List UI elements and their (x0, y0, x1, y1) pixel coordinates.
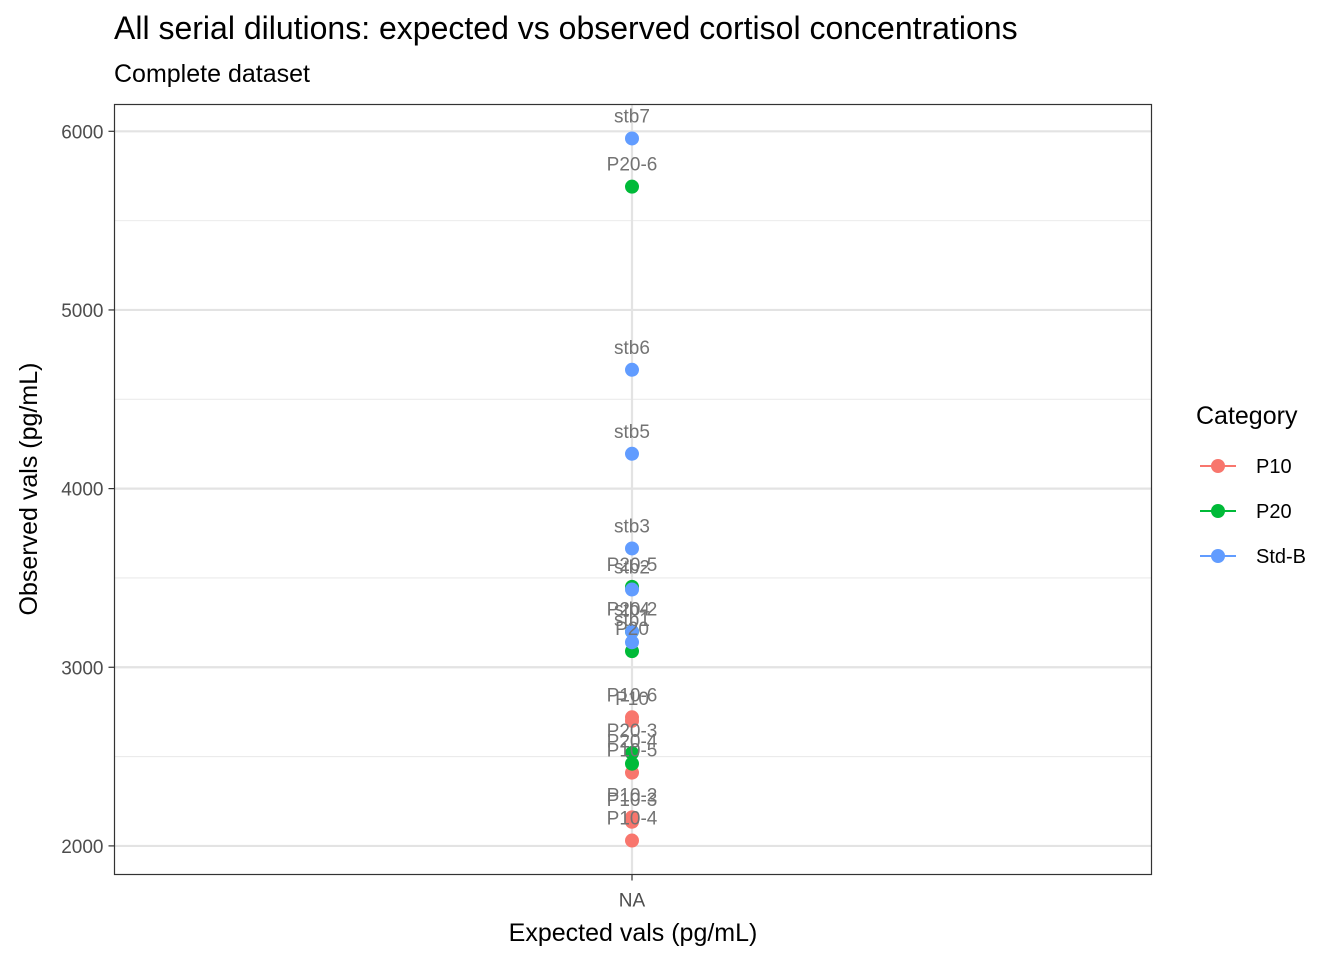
x-tick-label: NA (619, 891, 646, 912)
data-point (625, 582, 639, 597)
data-label: P20-4 (607, 732, 658, 753)
data-label: P10-2 (607, 785, 658, 806)
data-point (625, 746, 639, 761)
y-tick-label: 4000 (61, 480, 103, 501)
data-point (625, 362, 639, 377)
data-label: P10-5 (607, 741, 658, 762)
y-tick-label: 3000 (61, 658, 103, 679)
legend: Category P10 P20 Std-B (1196, 402, 1306, 568)
data-label: stb2 (614, 558, 650, 579)
data-label: P20 (615, 619, 649, 640)
legend-title: Category (1196, 402, 1298, 430)
point-layer (625, 131, 639, 848)
panel-border (113, 103, 1153, 876)
y-tick-label: 6000 (61, 122, 103, 143)
data-label: stb3 (614, 516, 650, 537)
data-point (625, 713, 639, 728)
data-label: P10-6 (607, 685, 658, 706)
data-label: P10-4 (607, 809, 658, 830)
legend-key-point (1211, 504, 1225, 518)
data-label: P20-2 (607, 600, 658, 621)
y-tick-label: 5000 (61, 301, 103, 322)
data-label: P20-6 (607, 155, 658, 176)
data-label: P20-5 (607, 555, 658, 576)
legend-key-point (1211, 549, 1225, 563)
data-point (625, 541, 639, 556)
data-label: stb6 (614, 338, 650, 359)
data-point (625, 179, 639, 194)
legend-key-point (1211, 459, 1225, 473)
legend-label: Std-B (1256, 546, 1306, 568)
data-label: stb4 (614, 600, 650, 621)
legend-entries: P10 P20 Std-B (1200, 456, 1306, 568)
y-axis-label: Observed vals (pg/mL) (15, 363, 43, 616)
legend-label: P10 (1256, 456, 1292, 478)
legend-label: P20 (1256, 501, 1292, 523)
y-tick-label: 2000 (61, 837, 103, 858)
axis-layer: 2000 3000 4000 5000 6000 NA (61, 122, 645, 911)
data-label: P20-3 (607, 721, 658, 742)
data-point (625, 446, 639, 461)
data-label: P10 (615, 689, 649, 710)
x-axis-label: Expected vals (pg/mL) (509, 919, 758, 947)
data-point (625, 624, 639, 639)
data-point (625, 814, 639, 829)
data-label: stb7 (614, 106, 650, 127)
chart-title: All serial dilutions: expected vs observ… (114, 10, 1018, 46)
data-point (625, 635, 639, 650)
data-label: P10-3 (607, 790, 658, 811)
chart-subtitle: Complete dataset (114, 60, 310, 88)
data-point (625, 756, 639, 771)
data-point (625, 833, 639, 848)
data-point (625, 131, 639, 146)
data-label: stb5 (614, 422, 650, 443)
data-label: stb1 (614, 610, 650, 631)
